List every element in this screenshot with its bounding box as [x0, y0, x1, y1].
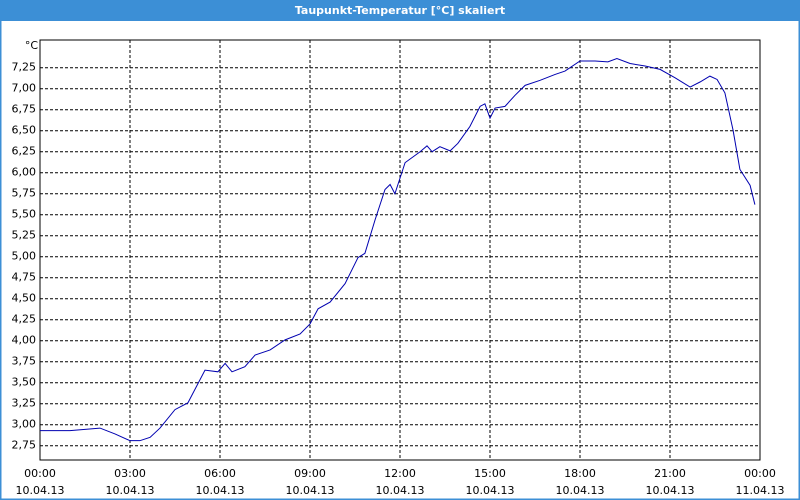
y-tick-label: 5,75 — [12, 187, 37, 200]
y-tick-label: 5,25 — [12, 229, 37, 242]
x-tick-label: 03:00 10.04.13 — [105, 467, 155, 497]
x-tick-label: 12:00 10.04.13 — [375, 467, 425, 497]
x-tick-label: 18:00 10.04.13 — [555, 467, 605, 497]
y-tick-label: 3,50 — [12, 376, 37, 389]
y-tick-label: 4,00 — [12, 334, 37, 347]
y-tick-label: 2,75 — [12, 439, 37, 452]
y-tick-label: 7,25 — [12, 61, 37, 74]
y-tick-label: 4,75 — [12, 271, 37, 284]
y-tick-label: 6,75 — [12, 103, 37, 116]
y-tick-label: 4,25 — [12, 313, 37, 326]
y-tick-label: 6,00 — [12, 166, 37, 179]
x-tick-label: 15:00 10.04.13 — [465, 467, 515, 497]
y-tick-label: 6,50 — [12, 124, 37, 137]
x-tick-label: 06:00 10.04.13 — [195, 467, 245, 497]
plot-frame — [39, 39, 761, 461]
x-tick-label: 09:00 10.04.13 — [285, 467, 335, 497]
x-tick-label: 00:00 10.04.13 — [15, 467, 65, 497]
y-tick-label: 4,50 — [12, 292, 37, 305]
y-tick-label: 3,25 — [12, 397, 37, 410]
y-tick-label: 5,00 — [12, 250, 37, 263]
unit-label: °C — [25, 39, 39, 52]
y-tick-label: 3,00 — [12, 418, 37, 431]
y-tick-label: 3,75 — [12, 355, 37, 368]
data-line — [40, 57, 756, 442]
y-tick-label: 5,50 — [12, 208, 37, 221]
chart-title: Taupunkt-Temperatur [°C] skaliert — [295, 4, 505, 17]
x-tick-label: 00:00 11.04.13 — [735, 467, 785, 497]
y-tick-label: 6,25 — [12, 145, 37, 158]
x-tick-label: 21:00 10.04.13 — [645, 467, 695, 497]
title-bar — [0, 0, 800, 21]
grid — [39, 40, 761, 460]
y-tick-label: 7,00 — [12, 82, 37, 95]
